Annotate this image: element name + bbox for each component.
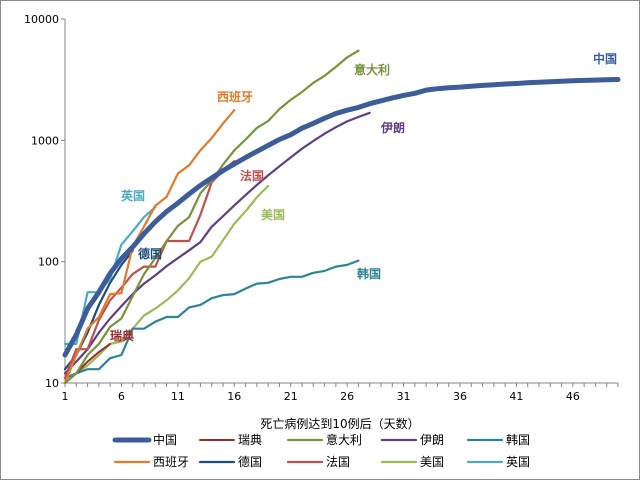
x-tick-label: 6 <box>118 390 125 403</box>
y-tick-label: 100 <box>38 256 59 269</box>
series-label-意大利: 意大利 <box>354 62 390 77</box>
legend-label-伊朗: 伊朗 <box>420 433 444 447</box>
series-label-法国: 法国 <box>240 168 264 183</box>
x-tick-label: 1 <box>62 390 69 403</box>
series-line-伊朗 <box>63 111 371 375</box>
series-line-韩国 <box>63 259 360 380</box>
y-tick-label: 10000 <box>24 13 59 26</box>
x-tick-label: 41 <box>509 390 523 403</box>
legend-label-德国: 德国 <box>238 454 262 469</box>
x-tick-label: 16 <box>227 390 241 403</box>
x-tick-label: 36 <box>453 390 467 403</box>
legend-label-意大利: 意大利 <box>326 432 362 447</box>
legend-label-美国: 美国 <box>420 455 444 469</box>
series-label-德国: 德国 <box>138 246 162 261</box>
x-tick-label: 46 <box>566 390 580 403</box>
series-label-美国: 美国 <box>261 207 285 222</box>
x-tick-label: 11 <box>171 390 185 403</box>
series-label-西班牙: 西班牙 <box>217 89 253 104</box>
x-tick-label: 21 <box>284 390 298 403</box>
x-tick-label: 31 <box>397 390 411 403</box>
y-tick-label: 1000 <box>31 134 59 147</box>
series-line-西班牙 <box>63 109 236 385</box>
legend-label-法国: 法国 <box>326 455 350 469</box>
legend-label-西班牙: 西班牙 <box>153 455 189 469</box>
series-label-英国: 英国 <box>121 188 145 203</box>
series-line-中国 <box>62 77 621 358</box>
series-line-美国 <box>63 184 270 380</box>
x-axis-label: 死亡病例达到10例后（天数） <box>260 416 419 431</box>
legend-label-瑞典: 瑞典 <box>238 433 262 447</box>
series-label-中国: 中国 <box>593 51 617 66</box>
series-label-伊朗: 伊朗 <box>380 120 405 135</box>
series-layer <box>62 49 621 385</box>
series-label-韩国: 韩国 <box>357 266 381 281</box>
y-tick-label: 10 <box>45 377 59 390</box>
legend-label-中国: 中国 <box>153 432 177 447</box>
series-label-瑞典: 瑞典 <box>110 328 134 343</box>
legend-label-韩国: 韩国 <box>506 432 530 447</box>
legend-label-英国: 英国 <box>506 455 530 469</box>
x-tick-label: 26 <box>340 390 354 403</box>
